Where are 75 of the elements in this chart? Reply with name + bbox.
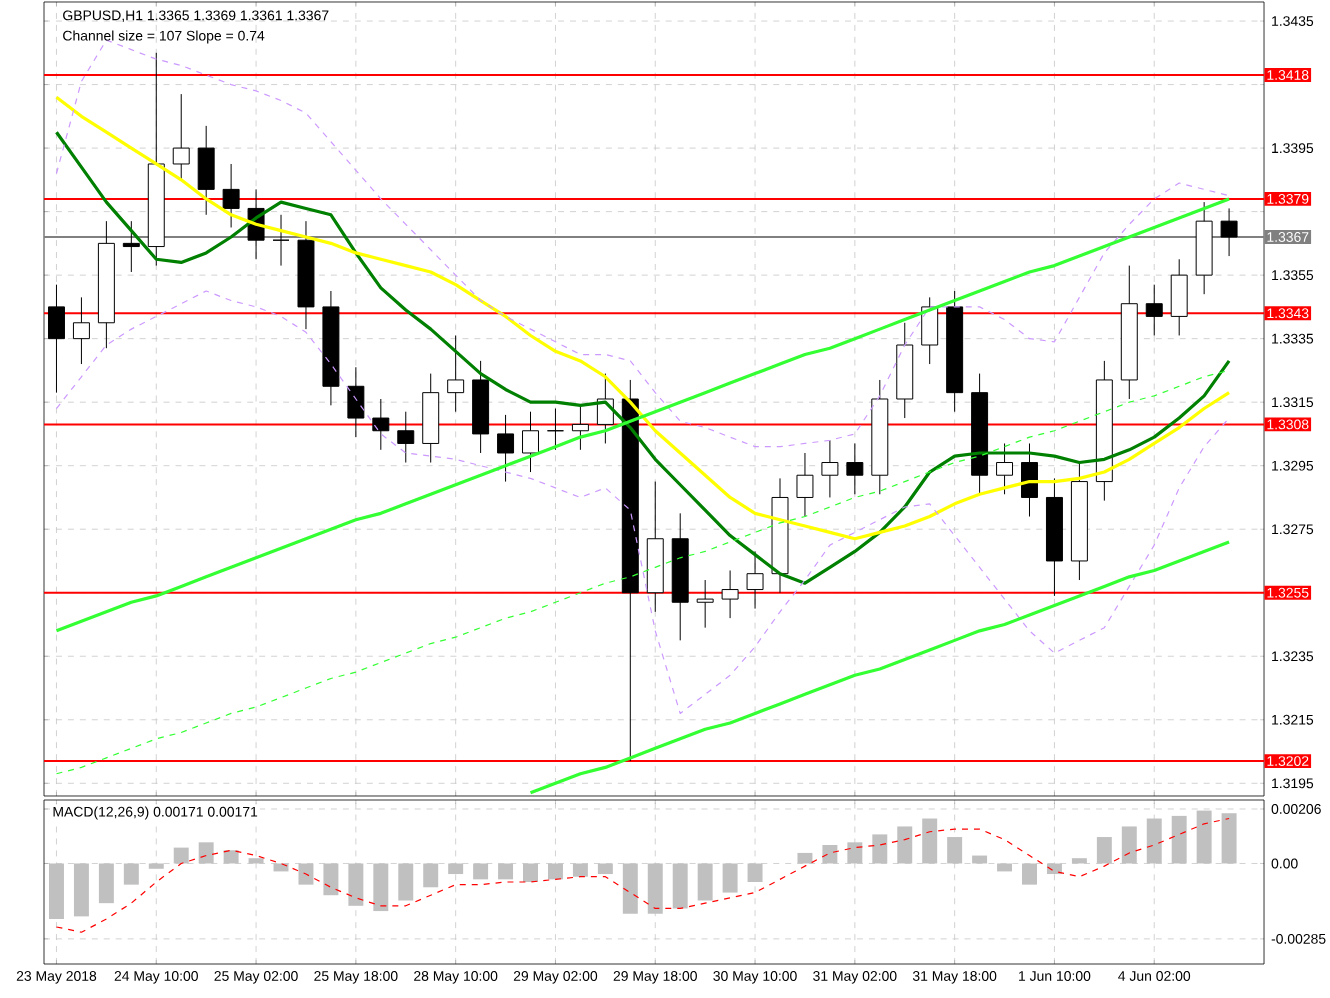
bar [622,863,638,914]
bar [273,863,289,872]
bar [498,863,514,880]
line-series [55,817,1230,933]
bar [747,863,763,882]
candlestick [522,411,539,473]
candlestick [721,570,739,619]
candlestick [1145,284,1163,336]
bar [647,863,663,914]
candlestick [172,93,190,181]
bar [722,863,738,893]
bar [872,834,888,864]
bar [348,863,364,906]
bar [248,858,264,864]
bar [73,863,89,917]
bar [398,863,414,901]
bar [922,818,938,864]
bar [1096,837,1112,864]
candlestick [1170,258,1188,336]
candlestick [447,334,465,413]
bar [123,863,139,885]
candlestick [546,408,564,451]
bar [223,850,239,864]
line-series [528,540,1231,795]
candlestick [796,452,814,518]
bar [323,863,339,896]
bar [1022,863,1037,885]
bar [1071,858,1087,864]
candlestick [846,442,864,495]
candlestick [347,366,365,438]
bar [797,852,813,864]
candlestick [1021,442,1038,518]
candlestick [921,296,939,365]
bar [298,863,314,885]
bar [997,863,1013,872]
bar [672,863,688,909]
bar [1121,826,1137,864]
candlestick [197,125,215,216]
bar [1046,863,1062,875]
bar [173,847,189,864]
bar [1221,813,1237,864]
line-series [55,369,1230,775]
candlestick [222,163,240,228]
candlestick [397,411,415,464]
bar [448,863,464,875]
bar [98,863,114,904]
candlestick [1220,207,1238,257]
candlestick [497,414,515,483]
candlestick [272,214,290,267]
bar [373,863,389,912]
bar [523,863,538,882]
bar [597,863,613,875]
candlestick [571,404,589,451]
bar [822,844,838,864]
candlestick [746,550,764,610]
bar [697,863,713,901]
candlestick [372,398,390,451]
candlestick [72,296,90,365]
bar [423,863,439,888]
bar [547,863,563,880]
line-series [55,290,1230,715]
candlestick [122,220,140,273]
bar [897,826,913,864]
candlestick [821,439,839,498]
line-series [54,197,1231,633]
line-series [54,95,1231,541]
bar [1171,815,1187,864]
bar [847,842,863,864]
bar [198,842,214,864]
bar [572,863,588,877]
bar [473,863,489,880]
bar [947,837,963,864]
candlestick [996,442,1014,495]
bar [148,863,164,869]
candlestick [696,579,714,629]
